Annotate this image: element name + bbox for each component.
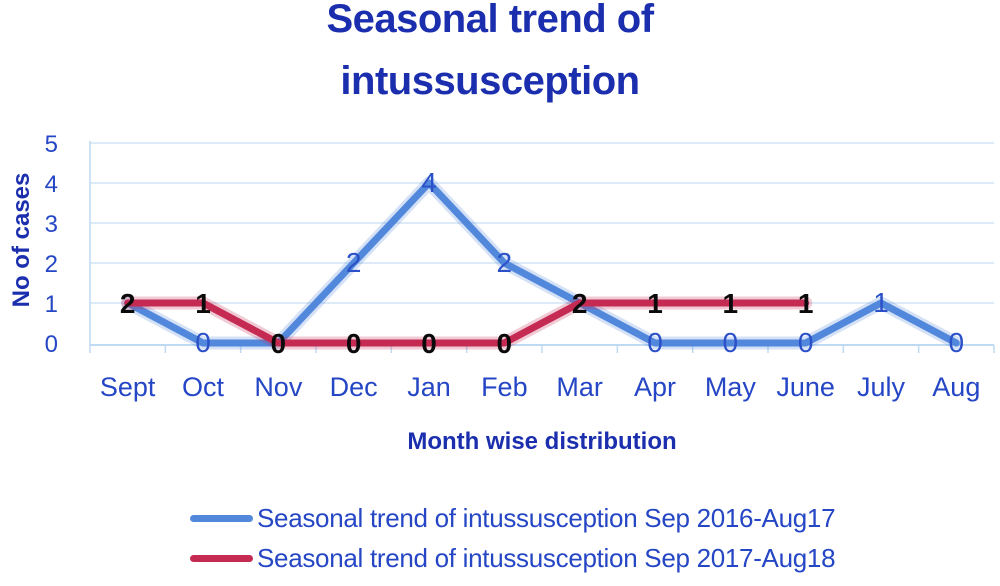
legend-label-2017-18: Seasonal trend of intussusception Sep 20…	[257, 543, 836, 573]
data-label-s1-feb: 0	[497, 328, 513, 359]
y-tick-label-2: 2	[45, 251, 58, 278]
y-tick-label-3: 3	[45, 211, 58, 238]
data-label-s1-mar: 2	[572, 288, 588, 319]
x-tick-label-july: July	[857, 372, 906, 402]
data-label-s0-aug: 0	[949, 327, 965, 358]
legend-item-2017-18: Seasonal trend of intussusception Sep 20…	[0, 542, 1000, 575]
x-tick-label-may: May	[705, 372, 757, 402]
x-tick-label-aug: Aug	[932, 372, 980, 402]
data-label-s0-jan: 4	[421, 167, 437, 198]
x-axis-title: Month wise distribution	[407, 428, 677, 455]
data-label-s1-nov: 0	[271, 328, 287, 359]
legend-line-swatch-blue	[190, 515, 253, 522]
chart-title-line2: intussusception	[340, 59, 640, 103]
y-axis-title: No of cases	[8, 172, 35, 308]
data-label-s0-dec: 2	[346, 247, 362, 278]
data-label-s0-may: 0	[723, 327, 739, 358]
data-label-s0-feb: 2	[497, 247, 513, 278]
chart-title: Seasonal trend of intussusception	[0, 0, 980, 112]
data-label-s1-may: 1	[723, 288, 739, 319]
x-tick-label-june: June	[776, 372, 835, 402]
data-label-s1-dec: 0	[346, 328, 362, 359]
x-tick-label-apr: Apr	[634, 372, 676, 402]
series-line-0	[124, 179, 960, 347]
x-tick-label-sept: Sept	[100, 372, 156, 402]
chart-title-line1: Seasonal trend of	[326, 0, 654, 41]
x-tick-label-dec: Dec	[330, 372, 378, 402]
y-tick-label-5: 5	[45, 131, 58, 158]
data-label-s1-sept: 2	[120, 288, 136, 319]
y-tick-label-0: 0	[45, 331, 58, 358]
x-tick-label-mar: Mar	[556, 372, 603, 402]
x-tick-label-jan: Jan	[407, 372, 451, 402]
legend-label-2016-17: Seasonal trend of intussusception Sep 20…	[257, 503, 836, 533]
x-tick-label-feb: Feb	[481, 372, 528, 402]
legend: Seasonal trend of intussusception Sep 20…	[0, 502, 1000, 582]
data-label-s1-june: 1	[798, 288, 814, 319]
data-label-s1-apr: 1	[647, 288, 663, 319]
data-label-s1-oct: 1	[195, 288, 211, 319]
y-tick-label-1: 1	[45, 291, 58, 318]
x-tick-label-oct: Oct	[182, 372, 225, 402]
data-label-s0-july: 1	[873, 287, 889, 318]
y-tick-label-4: 4	[45, 171, 58, 198]
data-label-s0-june: 0	[798, 327, 814, 358]
legend-item-2016-17: Seasonal trend of intussusception Sep 20…	[0, 502, 1000, 535]
series-line-1	[124, 299, 810, 347]
legend-line-swatch-red	[190, 555, 253, 562]
data-label-s0-apr: 0	[647, 327, 663, 358]
data-label-s0-oct: 0	[195, 327, 211, 358]
x-tick-label-nov: Nov	[254, 372, 303, 402]
data-label-s1-jan: 0	[421, 328, 437, 359]
